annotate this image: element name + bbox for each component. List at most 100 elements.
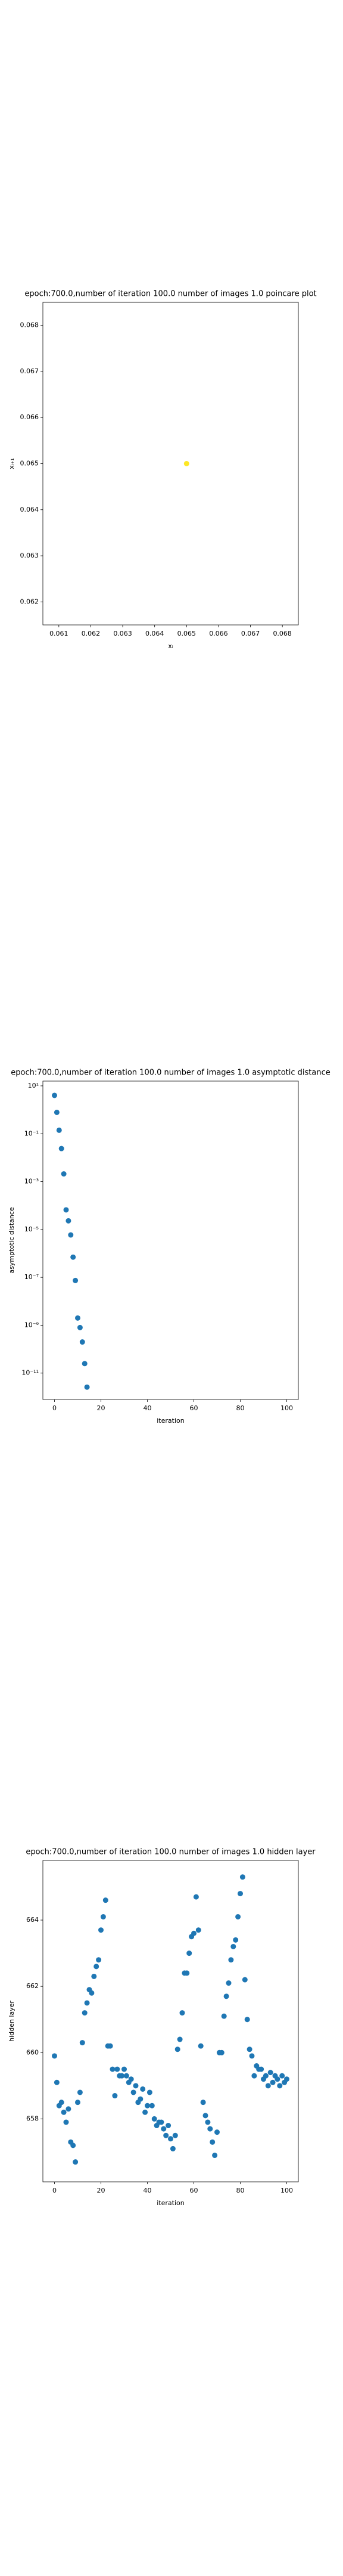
y-tick-label: 10⁻⁹ xyxy=(24,1321,39,1329)
point xyxy=(145,2103,150,2109)
point xyxy=(61,1171,67,1177)
point xyxy=(107,2043,113,2049)
plot-frame xyxy=(42,1860,299,2182)
x-axis-label: iteration xyxy=(157,1417,184,1425)
point xyxy=(77,1324,83,1330)
point xyxy=(52,2053,57,2059)
chart-title: epoch:700.0,number of iteration 100.0 nu… xyxy=(11,1069,330,1078)
point xyxy=(66,2106,71,2112)
point xyxy=(146,2089,152,2095)
x-tick-label: 0 xyxy=(52,2187,57,2194)
point xyxy=(258,2066,264,2072)
x-tick-label: 0 xyxy=(52,1404,57,1412)
y-tick-label: 0.068 xyxy=(20,321,39,329)
point xyxy=(63,2119,69,2125)
y-tick-label: 0.063 xyxy=(20,552,39,559)
point xyxy=(110,2066,116,2072)
point xyxy=(98,1927,104,1933)
point xyxy=(177,2036,183,2042)
point xyxy=(179,2010,185,2016)
point xyxy=(93,1964,99,1970)
point xyxy=(186,1950,192,1956)
y-axis-label: xᵢ₊₁ xyxy=(8,458,15,469)
point xyxy=(66,1218,71,1224)
y-tick-label: 662 xyxy=(26,1982,39,1990)
point xyxy=(84,2000,90,2006)
point xyxy=(226,1980,232,1986)
x-tick-label: 40 xyxy=(144,1404,152,1412)
y-tick-label: 0.065 xyxy=(20,460,39,467)
y-tick-label: 10⁻⁵ xyxy=(24,1225,39,1233)
x-tick-label: 0.065 xyxy=(177,630,197,637)
point xyxy=(75,1315,80,1321)
y-axis-label: asymptotic distance xyxy=(8,1207,15,1273)
point xyxy=(210,2139,216,2145)
point xyxy=(207,2126,213,2132)
point xyxy=(73,1277,79,1283)
x-axis-label: iteration xyxy=(157,2199,184,2207)
point xyxy=(198,2043,204,2049)
x-tick-label: 60 xyxy=(190,2187,198,2194)
point xyxy=(158,2119,164,2125)
point xyxy=(163,2132,169,2138)
point xyxy=(130,2089,136,2095)
y-tick-label: 660 xyxy=(26,2048,39,2056)
y-tick-label: 0.067 xyxy=(20,367,39,375)
point xyxy=(200,2100,206,2106)
chart-title: epoch:700.0,number of iteration 100.0 nu… xyxy=(24,290,316,299)
point xyxy=(238,1891,243,1897)
point xyxy=(79,1339,85,1345)
point xyxy=(114,2066,120,2072)
point xyxy=(214,2129,220,2135)
point xyxy=(223,1993,229,1999)
y-tick-label: 0.062 xyxy=(20,597,39,605)
y-tick-label: 10¹ xyxy=(28,1082,39,1089)
point xyxy=(183,461,189,466)
point xyxy=(193,1894,199,1900)
y-tick-label: 10⁻⁷ xyxy=(24,1273,39,1281)
chart-title: epoch:700.0,number of iteration 100.0 nu… xyxy=(26,1848,316,1857)
y-tick-label: 10⁻¹ xyxy=(24,1129,39,1137)
point xyxy=(73,2159,79,2165)
point xyxy=(244,2017,250,2023)
point xyxy=(235,1914,241,1919)
point xyxy=(249,2053,255,2059)
x-tick-label: 20 xyxy=(97,2187,105,2194)
point xyxy=(77,2089,83,2095)
point xyxy=(70,2142,76,2148)
point xyxy=(149,2103,155,2109)
x-tick-label: 0.066 xyxy=(209,630,228,637)
x-tick-label: 0.061 xyxy=(49,630,68,637)
x-tick-label: 0.062 xyxy=(82,630,101,637)
plot-frame xyxy=(42,302,299,626)
point xyxy=(170,2145,176,2151)
point xyxy=(247,2046,252,2052)
point xyxy=(96,1957,102,1963)
point xyxy=(91,1973,97,1979)
point xyxy=(219,2049,224,2055)
point xyxy=(174,2046,180,2052)
point xyxy=(265,2083,271,2089)
point xyxy=(84,1384,90,1390)
point xyxy=(68,1232,74,1238)
point xyxy=(121,2066,127,2072)
point xyxy=(212,2153,218,2159)
point xyxy=(119,2073,125,2079)
point xyxy=(277,2083,283,2089)
point xyxy=(239,1874,245,1880)
point xyxy=(54,1109,60,1115)
point xyxy=(100,1914,106,1919)
point xyxy=(112,2093,118,2099)
point xyxy=(151,2116,157,2122)
point xyxy=(82,1361,88,1367)
point xyxy=(56,1127,62,1133)
point xyxy=(61,2109,67,2115)
point xyxy=(221,2013,227,2019)
x-tick-label: 60 xyxy=(190,1404,198,1412)
point xyxy=(102,1897,108,1903)
point xyxy=(195,1927,201,1933)
y-tick-label: 10⁻³ xyxy=(24,1178,39,1185)
point xyxy=(275,2076,280,2082)
point xyxy=(128,2076,134,2082)
plot-frame xyxy=(42,1080,299,1400)
